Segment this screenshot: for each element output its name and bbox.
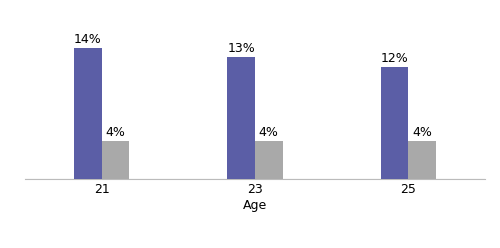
Bar (228, 57, 255, 179)
Text: 13%: 13% (228, 42, 255, 55)
Bar (74, 48, 102, 179)
Bar (102, 141, 130, 179)
Bar (255, 141, 282, 179)
Text: 4%: 4% (106, 126, 126, 139)
Text: 4%: 4% (259, 126, 278, 139)
Bar (380, 66, 408, 179)
Text: 14%: 14% (74, 33, 102, 46)
Text: 12%: 12% (380, 52, 408, 65)
X-axis label: Age: Age (243, 199, 267, 212)
Text: 4%: 4% (412, 126, 432, 139)
Bar (408, 141, 436, 179)
